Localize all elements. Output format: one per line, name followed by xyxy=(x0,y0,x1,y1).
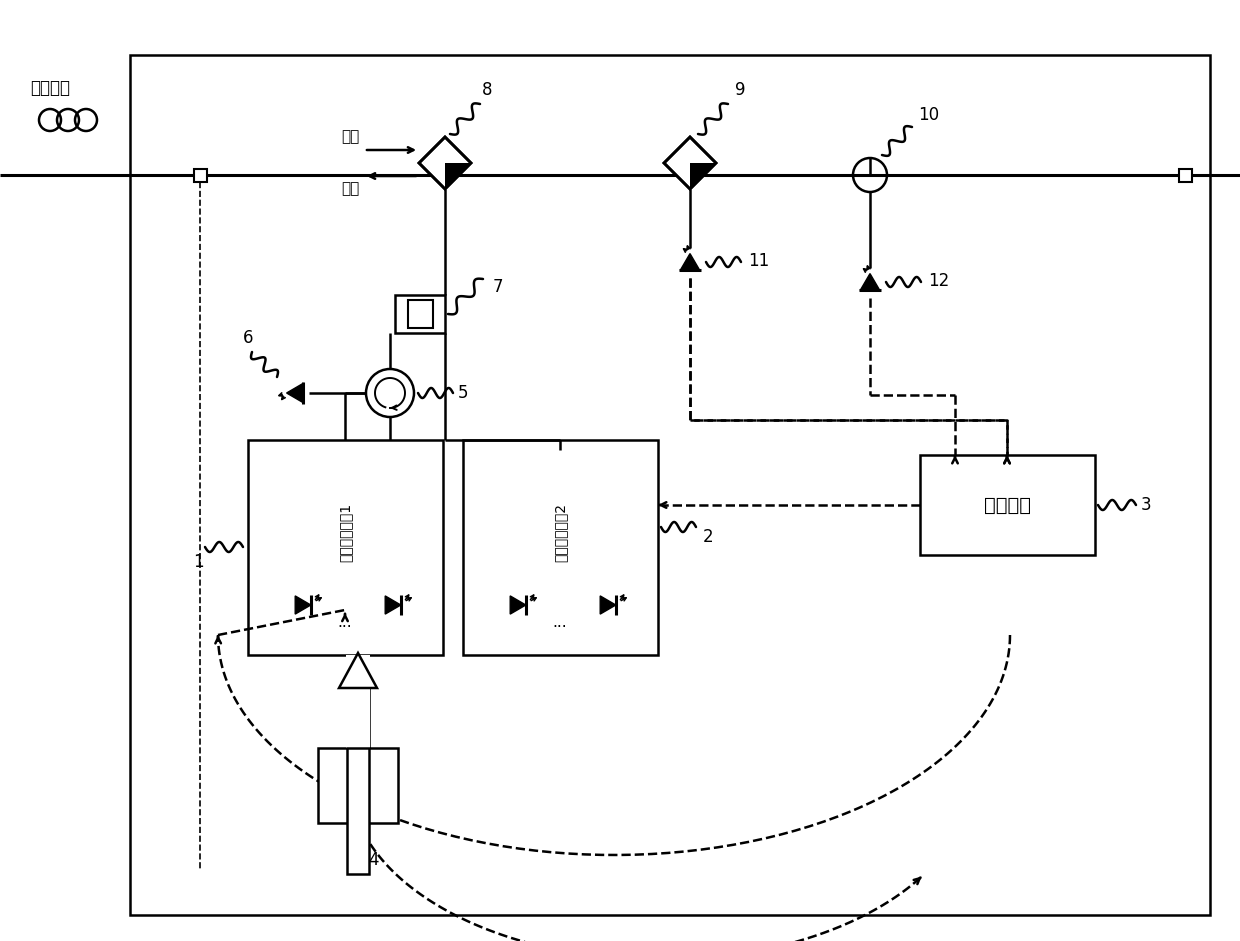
Text: 11: 11 xyxy=(748,252,769,270)
Bar xyxy=(1179,169,1192,182)
Polygon shape xyxy=(419,137,471,189)
Bar xyxy=(130,55,1210,915)
Bar xyxy=(347,748,370,874)
Bar xyxy=(463,440,658,655)
Bar xyxy=(361,748,398,823)
Polygon shape xyxy=(339,653,377,688)
Text: 信号: 信号 xyxy=(341,130,360,145)
Text: 2: 2 xyxy=(703,528,714,546)
Polygon shape xyxy=(510,596,526,614)
Text: 7: 7 xyxy=(494,278,503,296)
Text: 5: 5 xyxy=(458,384,469,402)
Bar xyxy=(317,748,355,823)
Bar xyxy=(346,655,370,748)
Text: 3: 3 xyxy=(1141,496,1152,514)
Polygon shape xyxy=(861,274,880,291)
Text: 波长分资器目1: 波长分资器目1 xyxy=(339,502,352,562)
Bar xyxy=(396,295,445,333)
Text: ...: ... xyxy=(337,615,352,630)
Polygon shape xyxy=(445,163,471,189)
Text: 8: 8 xyxy=(482,81,492,99)
Polygon shape xyxy=(663,137,715,189)
Text: 12: 12 xyxy=(928,272,950,290)
Text: 10: 10 xyxy=(918,106,939,124)
Text: 波长分资器目2: 波长分资器目2 xyxy=(553,503,568,562)
Polygon shape xyxy=(681,254,699,270)
Polygon shape xyxy=(286,383,304,403)
Polygon shape xyxy=(295,596,311,614)
Polygon shape xyxy=(386,596,401,614)
Text: 1: 1 xyxy=(193,553,203,571)
Bar xyxy=(248,440,443,655)
Polygon shape xyxy=(600,596,616,614)
Text: ...: ... xyxy=(553,615,568,630)
Text: 控制单元: 控制单元 xyxy=(985,496,1030,515)
Bar xyxy=(193,169,207,182)
Circle shape xyxy=(366,369,414,417)
Bar xyxy=(408,300,433,328)
Text: 4: 4 xyxy=(368,851,378,869)
Text: 6: 6 xyxy=(243,329,253,347)
Text: 9: 9 xyxy=(735,81,745,99)
Polygon shape xyxy=(689,163,715,189)
Text: 传输光纤: 传输光纤 xyxy=(30,79,69,97)
Text: 泵浦: 泵浦 xyxy=(341,182,360,197)
Bar xyxy=(920,455,1095,555)
